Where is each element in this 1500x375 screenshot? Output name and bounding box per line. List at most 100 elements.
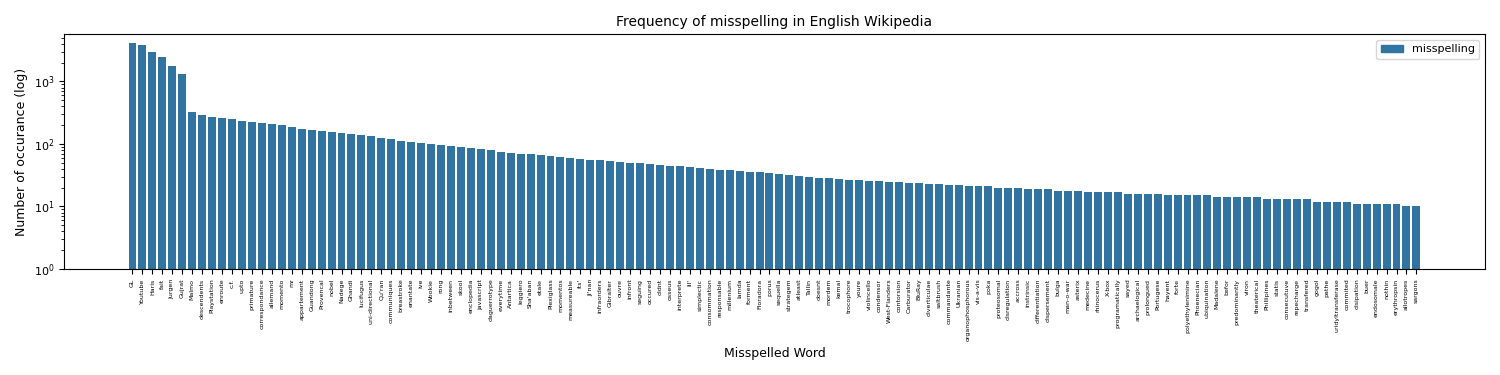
Bar xyxy=(198,115,206,375)
Bar xyxy=(338,134,345,375)
Bar xyxy=(228,119,236,375)
Bar xyxy=(1184,195,1191,375)
Bar xyxy=(1014,188,1023,375)
Bar xyxy=(885,182,892,375)
Bar xyxy=(268,124,276,375)
Bar xyxy=(1114,192,1122,375)
Bar xyxy=(855,180,862,375)
Bar xyxy=(1044,189,1052,375)
Bar xyxy=(1024,189,1032,375)
Bar xyxy=(258,123,266,375)
Bar xyxy=(1124,194,1132,375)
Bar xyxy=(874,180,884,375)
Bar xyxy=(1312,201,1322,375)
Bar xyxy=(308,130,315,375)
Bar xyxy=(984,186,993,375)
Bar xyxy=(496,152,504,375)
Bar xyxy=(765,173,774,375)
Bar xyxy=(447,146,454,375)
Bar xyxy=(1263,200,1270,375)
Bar xyxy=(626,163,634,375)
Bar xyxy=(666,166,674,375)
Bar xyxy=(159,57,166,375)
Bar xyxy=(567,158,574,375)
Bar xyxy=(1143,194,1152,375)
Bar xyxy=(915,183,922,375)
X-axis label: Misspelled Word: Misspelled Word xyxy=(723,347,825,360)
Bar xyxy=(1074,190,1082,375)
Bar xyxy=(357,135,366,375)
Bar xyxy=(1372,204,1380,375)
Bar xyxy=(1282,200,1292,375)
Bar xyxy=(1054,190,1062,375)
Bar xyxy=(896,182,903,375)
Bar xyxy=(1383,204,1390,375)
Bar xyxy=(1154,194,1161,375)
Bar xyxy=(865,180,873,375)
Bar xyxy=(556,157,564,375)
Bar xyxy=(1323,201,1330,375)
Bar xyxy=(646,165,654,375)
Bar xyxy=(795,176,804,375)
Bar xyxy=(964,186,972,375)
Bar xyxy=(516,154,525,375)
Bar xyxy=(148,52,156,375)
Bar xyxy=(1104,192,1112,375)
Bar xyxy=(735,171,744,375)
Bar xyxy=(1244,197,1251,375)
Bar xyxy=(278,125,286,375)
Bar xyxy=(1194,195,1202,375)
Bar xyxy=(217,117,226,375)
Bar xyxy=(458,147,465,375)
Bar xyxy=(318,131,326,375)
Bar xyxy=(716,170,723,375)
Bar xyxy=(975,186,982,375)
Bar xyxy=(387,140,394,375)
Bar xyxy=(994,188,1002,375)
Title: Frequency of misspelling in English Wikipedia: Frequency of misspelling in English Wiki… xyxy=(616,15,933,29)
Bar xyxy=(1353,204,1360,375)
Bar xyxy=(726,170,734,375)
Bar xyxy=(129,42,136,375)
Bar xyxy=(836,178,843,375)
Bar xyxy=(1342,201,1350,375)
Bar xyxy=(327,132,336,375)
Bar xyxy=(138,45,147,375)
Bar xyxy=(488,150,495,375)
Bar xyxy=(398,141,405,375)
Bar xyxy=(706,169,714,375)
Bar xyxy=(746,172,753,375)
Bar xyxy=(546,156,555,375)
Bar xyxy=(1034,189,1042,375)
Bar xyxy=(1084,192,1092,375)
Bar xyxy=(526,154,534,375)
Bar xyxy=(1005,188,1013,375)
Bar xyxy=(1173,195,1182,375)
Bar xyxy=(1334,201,1341,375)
Bar xyxy=(168,66,177,375)
Bar xyxy=(924,184,933,375)
Bar xyxy=(477,149,484,375)
Bar xyxy=(368,136,375,375)
Bar xyxy=(406,142,416,375)
Bar xyxy=(238,121,246,375)
Bar xyxy=(537,155,544,375)
Bar xyxy=(417,143,424,375)
Bar xyxy=(1134,194,1142,375)
Bar xyxy=(209,117,216,375)
Y-axis label: Number of occurance (log): Number of occurance (log) xyxy=(15,68,28,236)
Bar xyxy=(904,183,914,375)
Bar xyxy=(1203,195,1212,375)
Bar xyxy=(954,185,963,375)
Bar xyxy=(934,184,942,375)
Bar xyxy=(656,165,664,375)
Bar xyxy=(756,172,764,375)
Bar xyxy=(816,178,824,375)
Bar xyxy=(297,129,306,375)
Bar xyxy=(178,74,186,375)
Bar xyxy=(576,159,585,375)
Bar xyxy=(686,167,694,375)
Bar xyxy=(606,161,613,375)
Bar xyxy=(806,177,813,375)
Bar xyxy=(436,146,445,375)
